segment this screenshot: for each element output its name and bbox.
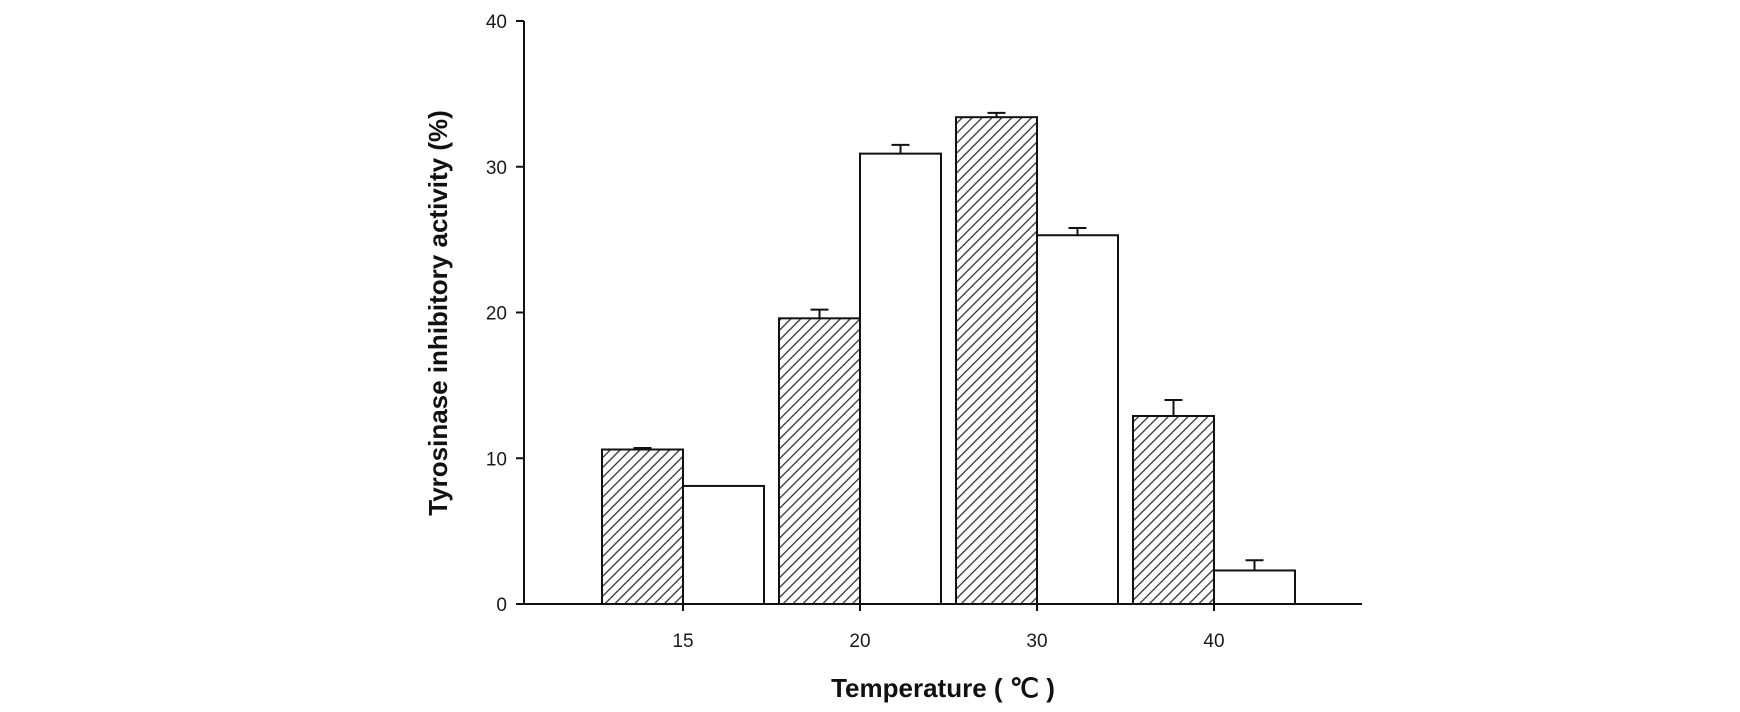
error-bar-20-series-2 (891, 143, 910, 154)
error-bar-20-series-1 (810, 308, 829, 319)
y-tick-label-10: 10 (486, 449, 507, 470)
y-tick-label-20: 20 (486, 304, 507, 325)
y-tick-label-30: 30 (486, 158, 507, 179)
error-bar-30-series-1 (987, 111, 1006, 118)
y-axis-title: Tyrosinase inhibitory activity (%) (423, 110, 453, 516)
error-bar-30-series-2 (1068, 226, 1087, 236)
y-tick-label-40: 40 (486, 12, 507, 33)
bar-40-series-2 (1213, 569, 1296, 605)
bars-layer (601, 111, 1296, 606)
error-bar-40-series-2 (1245, 559, 1264, 571)
bar-20-series-2 (859, 152, 942, 605)
x-tick-label-20: 20 (849, 631, 870, 652)
error-bar-40-series-1 (1164, 398, 1183, 416)
bar-30-series-2 (1036, 234, 1119, 605)
bar-40-series-1 (1132, 414, 1215, 606)
x-tick-label-30: 30 (1026, 631, 1047, 652)
bar-20-series-1 (778, 317, 861, 605)
bar-15-series-1 (601, 448, 684, 605)
ticks-layer: 15 20 30 40 0 10 20 30 40 (486, 12, 1225, 652)
bar-15-series-2 (682, 484, 765, 606)
bar-30-series-1 (955, 116, 1038, 605)
x-axis-title: Temperature ( ℃ ) (831, 673, 1055, 703)
x-tick-label-40: 40 (1203, 631, 1224, 652)
error-bar-15-series-1 (633, 447, 652, 450)
y-tick-label-0: 0 (496, 595, 507, 616)
x-tick-label-15: 15 (672, 631, 693, 652)
